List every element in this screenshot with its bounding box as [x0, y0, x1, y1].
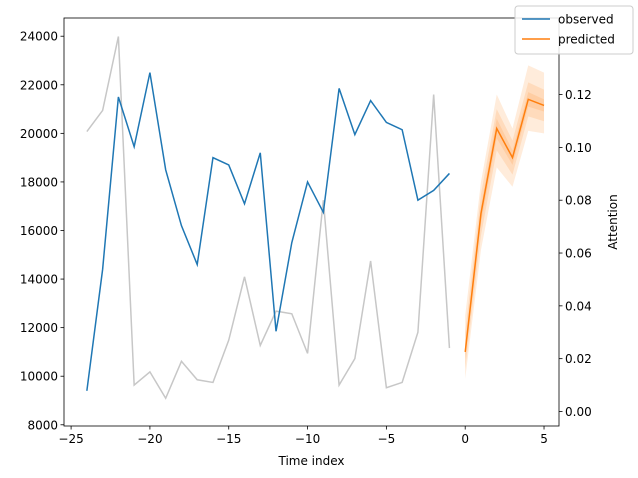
y2-tick-label: 0.12 [565, 88, 592, 102]
prediction-band-0 [465, 65, 545, 379]
x-tick-label: −20 [137, 432, 162, 446]
y-tick-label: 14000 [20, 273, 58, 287]
x-tick-label: −10 [295, 432, 320, 446]
series-observed-line [86, 72, 450, 391]
y2-tick-label: 0.00 [565, 405, 592, 419]
x-axis: −25 −20 −15 −10 −5 0 5 [58, 426, 548, 446]
y2-tick-label: 0.08 [565, 194, 592, 208]
x-tick-label: 0 [461, 432, 469, 446]
y-tick-label: 18000 [20, 175, 58, 189]
x-tick-label: −15 [216, 432, 241, 446]
y-tick-label: 20000 [20, 127, 58, 141]
series-attention-line [86, 36, 451, 400]
y2-tick-label: 0.04 [565, 299, 592, 313]
x-tick-label: −25 [58, 432, 83, 446]
y-axis-left: 8000 10000 12000 14000 16000 18000 20000 22000 2… [20, 30, 64, 432]
legend: observed predicted [514, 5, 634, 55]
legend-label-predicted: predicted [558, 33, 615, 47]
y2-tick-label: 0.10 [565, 141, 592, 155]
y-tick-label: 16000 [20, 224, 58, 238]
legend-label-observed: observed [558, 13, 614, 27]
y-tick-label: 8000 [27, 418, 58, 432]
x-tick-label: −5 [378, 432, 396, 446]
y-tick-label: 24000 [20, 30, 58, 44]
y-tick-label: 22000 [20, 78, 58, 92]
series-predicted-line [464, 98, 545, 353]
prediction-band-1 [465, 82, 545, 369]
y2-axis-label: Attention [606, 194, 620, 249]
plot-area [86, 36, 545, 400]
y-tick-label: 10000 [20, 370, 58, 384]
x-axis-label: Time index [277, 454, 344, 468]
x-tick-label: 5 [540, 432, 548, 446]
y2-tick-label: 0.02 [565, 352, 592, 366]
y2-tick-label: 0.06 [565, 247, 592, 261]
y-tick-label: 12000 [20, 321, 58, 335]
legend-box [514, 5, 634, 55]
y-axis-right: 0.00 0.02 0.04 0.06 0.08 0.10 0.12 [559, 88, 592, 419]
plot-frame [63, 17, 560, 427]
prediction-band-2 [465, 92, 545, 360]
